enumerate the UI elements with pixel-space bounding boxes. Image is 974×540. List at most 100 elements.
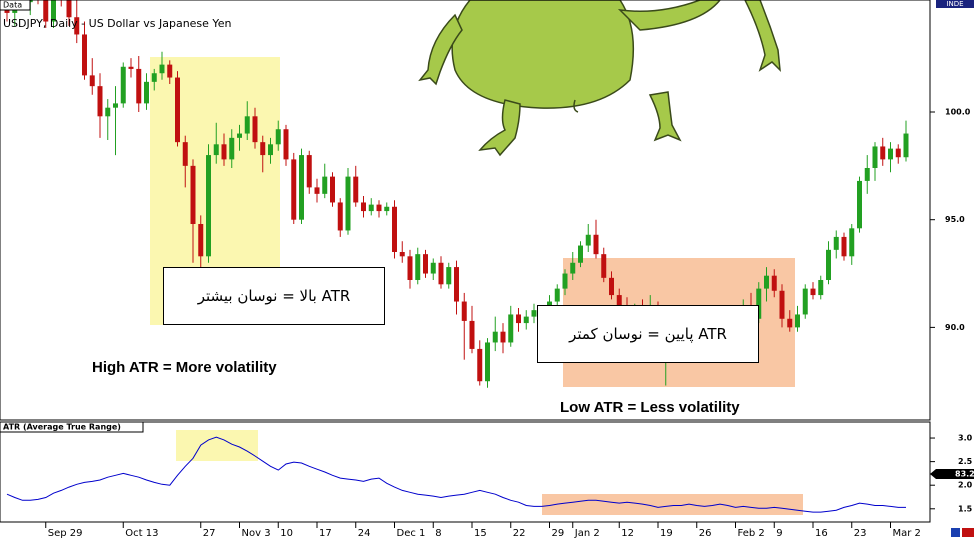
y-tick-label: 100.0: [945, 108, 971, 117]
x-tick-label: Jan 2: [574, 528, 600, 539]
x-tick-label: 8: [435, 528, 441, 539]
atr-high-highlight: [176, 430, 258, 461]
candle-body: [268, 144, 273, 156]
candle-body: [198, 224, 204, 257]
candle-body: [74, 17, 80, 35]
candle-body: [190, 165, 196, 224]
y-tick-label: 95.0: [945, 215, 965, 224]
monster-illustration: [418, 0, 781, 157]
x-tick-label: 15: [474, 528, 487, 539]
x-tick-label: 9: [776, 528, 782, 539]
chart-title: USDJPY, Daily - US Dollar vs Japanese Ye…: [3, 17, 231, 30]
candle-body: [337, 202, 343, 231]
candle-body: [275, 129, 281, 145]
candle-body: [120, 66, 126, 104]
candle-body: [833, 236, 839, 250]
candle-body: [454, 267, 459, 302]
candle-body: [895, 148, 901, 158]
x-tick-label: 26: [699, 528, 712, 539]
candle-body: [51, 0, 56, 22]
candle-body: [136, 68, 142, 104]
candle-body: [299, 155, 304, 220]
atr-title: ATR (Average True Range): [3, 423, 121, 432]
candle-body: [795, 314, 800, 328]
candle-body: [888, 148, 893, 160]
candle-body: [306, 155, 312, 188]
icon: [951, 528, 960, 537]
candle-body: [609, 277, 614, 296]
x-tick-label: 19: [660, 528, 673, 539]
x-tick-label: 17: [319, 528, 332, 539]
y-tick-label: 2.0: [958, 481, 973, 490]
x-tick-label: 27: [203, 528, 216, 539]
candle-body: [314, 187, 320, 194]
candle-body: [880, 146, 886, 160]
candle-body: [585, 234, 591, 246]
annotation: Low ATR = Less volatility: [560, 399, 740, 416]
y-tick-label: 2.5: [958, 457, 973, 466]
x-tick-label: 29: [552, 528, 565, 539]
candle-body: [430, 262, 436, 274]
candle-body: [818, 280, 824, 296]
candle-body: [167, 64, 173, 78]
candle-body: [353, 176, 359, 203]
x-tick-label: Nov 3: [242, 528, 271, 539]
candle-body: [872, 146, 878, 168]
candle-body: [508, 314, 514, 343]
atr-plot: [6, 436, 906, 513]
candle-body: [392, 206, 397, 252]
candle-body: [399, 252, 405, 257]
y-tick-label: 3.0: [958, 434, 973, 443]
x-tick-label: 12: [621, 528, 634, 539]
x-tick-label: Oct 13: [125, 528, 158, 539]
candle-body: [787, 318, 793, 328]
candle-body: [407, 256, 413, 280]
x-tick-label: 24: [358, 528, 371, 539]
candle-body: [322, 176, 328, 194]
x-tick-label: 10: [280, 528, 293, 539]
candle-body: [237, 133, 242, 138]
candle-body: [82, 34, 87, 76]
candle-body: [175, 77, 180, 143]
candle-body: [523, 316, 529, 324]
candle-body: [128, 66, 134, 69]
candle-body: [570, 262, 576, 274]
candle-body: [260, 142, 266, 156]
candle-body: [446, 267, 452, 285]
candle-body: [756, 288, 762, 319]
candle-body: [903, 133, 909, 158]
candle-body: [423, 254, 428, 274]
candle-body: [864, 168, 870, 181]
x-tick-label: Feb 2: [738, 528, 765, 539]
candle-body: [291, 159, 297, 220]
candle-body: [330, 176, 335, 203]
candle-body: [229, 137, 235, 160]
candle-body: [376, 204, 382, 212]
main-panel-frame: [0, 0, 931, 421]
candle-body: [213, 144, 219, 156]
candle-body: [826, 249, 831, 280]
candle-body: [516, 314, 521, 324]
x-tick-label: 22: [513, 528, 526, 539]
candle-body: [469, 320, 475, 349]
atr-title-box: [0, 421, 144, 433]
candle-body: [206, 155, 211, 257]
candle-body: [485, 342, 490, 382]
candle-body: [244, 116, 250, 134]
x-tick-label: 23: [854, 528, 867, 539]
annotation: High ATR = More volatility: [92, 359, 277, 376]
candle-body: [810, 288, 816, 296]
candle-body: [384, 206, 390, 212]
candle-body: [562, 273, 568, 289]
candle-body: [89, 75, 95, 87]
candle-body: [771, 275, 777, 291]
candle-body: [764, 275, 769, 289]
atr-panel-frame: [0, 421, 931, 523]
candle-body: [461, 301, 467, 321]
corner-tag: INDE: [946, 0, 963, 8]
candle-body: [144, 81, 149, 104]
x-tick-label: Sep 29: [48, 528, 83, 539]
candle-body: [182, 142, 188, 166]
x-tick-label: Mar 2: [893, 528, 921, 539]
